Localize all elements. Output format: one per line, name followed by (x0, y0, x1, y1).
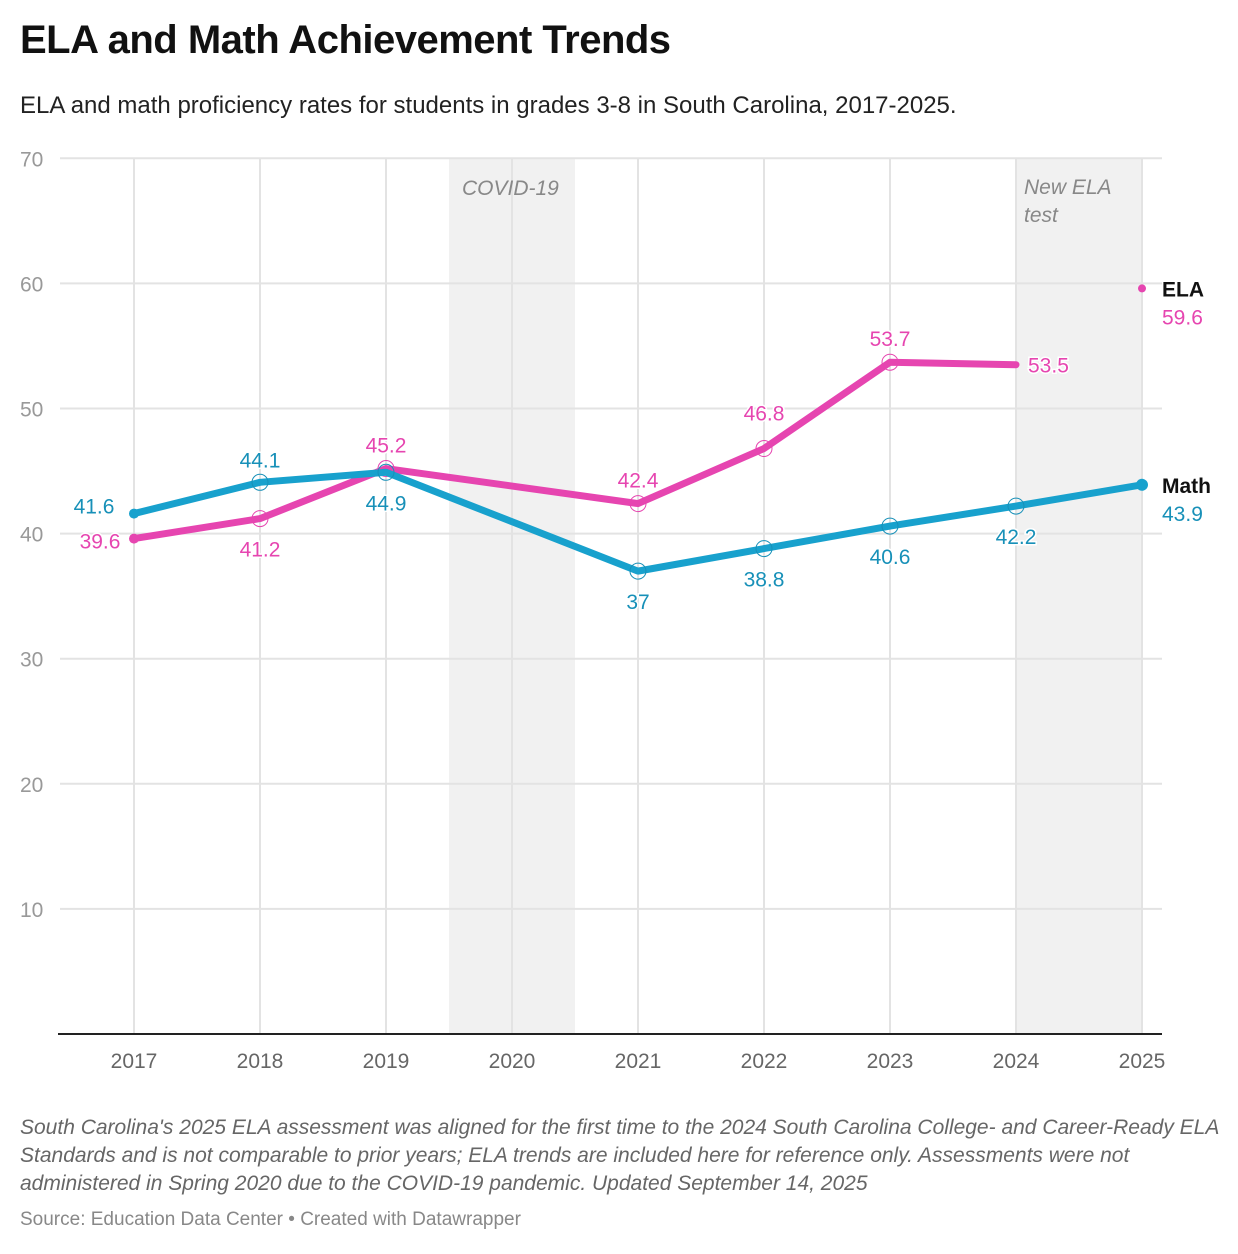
x-tick-label: 2025 (1119, 1050, 1166, 1073)
line-chart: 10 20 30 40 50 60 70 2017 2018 2019 2020 2021 2022 20… (20, 148, 1211, 1073)
series-line-math (130, 468, 1146, 575)
data-label-math: 44.9 (366, 492, 407, 515)
data-point-math (881, 517, 899, 535)
data-point-math (377, 463, 395, 481)
data-point-ela (377, 460, 395, 478)
y-tick-label: 40 (20, 524, 43, 547)
data-point-ela (129, 533, 139, 544)
data-label-ela: 46.8 (744, 403, 785, 426)
data-label-math: 43.9 (1162, 503, 1203, 526)
series-name-math: Math (1162, 475, 1211, 498)
series-line-ela (130, 358, 1020, 543)
data-point-math (1136, 478, 1148, 491)
chart-notes: South Carolina's 2025 ELA assessment was… (20, 1116, 1219, 1195)
data-point-ela (1138, 284, 1146, 293)
x-tick-label: 2018 (237, 1050, 284, 1073)
y-tick-label: 30 (20, 649, 43, 672)
data-point-math (251, 473, 269, 491)
y-tick-label: 20 (20, 774, 43, 797)
y-tick-label: 60 (20, 273, 43, 296)
y-tick-label: 10 (20, 899, 43, 922)
chart-source: Source: Education Data Center • Created … (20, 1209, 521, 1230)
x-tick-label: 2020 (489, 1050, 536, 1073)
x-tick-label: 2017 (111, 1050, 158, 1073)
chart-subtitle: ELA and math proficiency rates for stude… (20, 92, 957, 119)
data-label-math: 40.6 (870, 546, 911, 569)
data-point-math (129, 508, 139, 519)
data-label-ela: 45.2 (366, 435, 407, 458)
data-point-math (629, 562, 647, 580)
data-label-math: 44.1 (240, 449, 281, 472)
annotation-covid: COVID-19 (462, 177, 559, 200)
x-tick-label: 2022 (741, 1050, 788, 1073)
y-tick-label: 50 (20, 399, 43, 422)
data-point-math (755, 540, 773, 558)
data-label-math: 42.2 (996, 526, 1037, 549)
x-tick-label: 2021 (615, 1050, 662, 1073)
data-label-math: 41.6 (74, 496, 115, 519)
series-name-ela: ELA (1162, 278, 1204, 301)
x-tick-label: 2019 (363, 1050, 410, 1073)
data-label-math: 38.8 (744, 569, 785, 592)
data-label-ela: 59.6 (1162, 306, 1203, 329)
data-point-ela (629, 495, 647, 513)
shaded-region-1 (1016, 158, 1142, 1035)
data-point-math (1007, 497, 1025, 515)
y-tick-label: 70 (20, 148, 43, 171)
x-tick-label: 2023 (867, 1050, 914, 1073)
x-tick-label: 2024 (993, 1050, 1040, 1073)
data-label-ela: 39.6 (80, 531, 121, 554)
data-label-ela: 53.7 (870, 328, 911, 351)
data-label-ela: 53.5 (1028, 355, 1069, 378)
data-label-ela: 42.4 (618, 470, 659, 493)
data-label-ela: 41.2 (240, 539, 281, 562)
data-point-ela (881, 353, 899, 371)
data-point-ela (755, 440, 773, 458)
data-point-ela (251, 510, 269, 528)
annotation-new-ela-test: New ELA test (1024, 176, 1112, 227)
data-label-math: 37 (626, 591, 649, 614)
chart-title: ELA and Math Achievement Trends (20, 18, 671, 62)
